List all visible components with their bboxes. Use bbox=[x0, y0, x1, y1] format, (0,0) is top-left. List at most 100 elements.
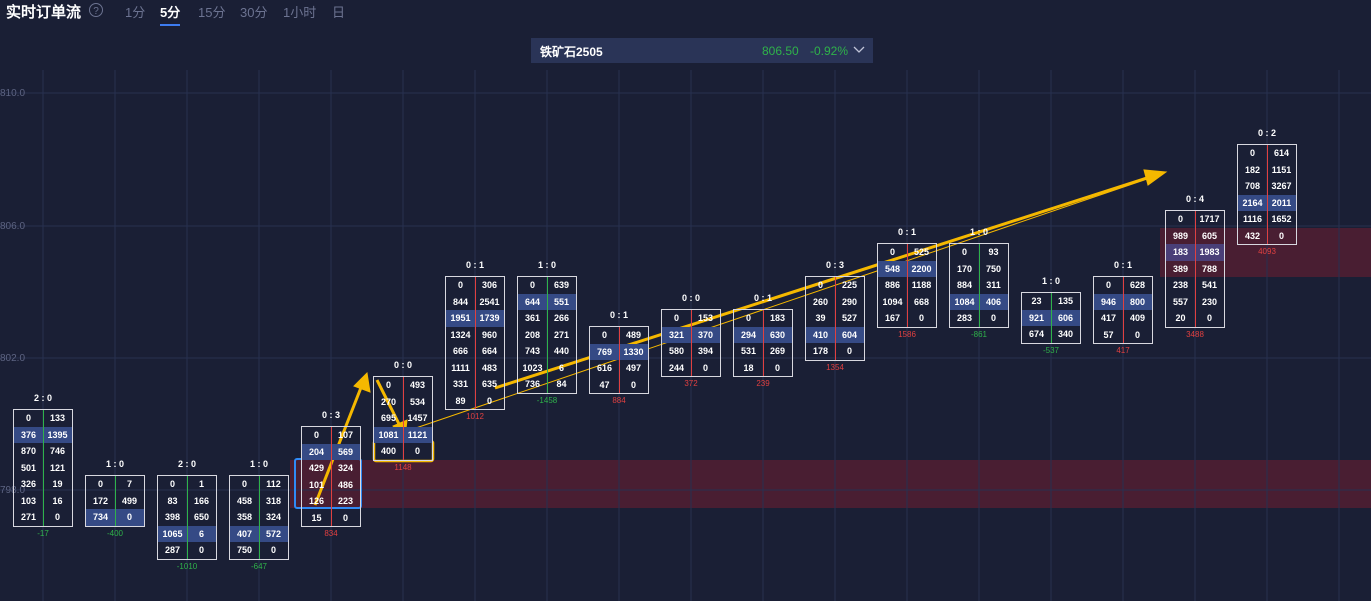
footprint-box bbox=[877, 243, 937, 328]
bid-volume: 183 bbox=[1172, 247, 1189, 257]
delta-label: -537 bbox=[1042, 345, 1059, 355]
ratio-label: 0 : 0 bbox=[681, 293, 700, 303]
bid-volume: 870 bbox=[20, 446, 37, 456]
footprint-box bbox=[301, 426, 361, 527]
price-label: 806.0 bbox=[0, 221, 26, 232]
bid-volume: 1023 bbox=[522, 362, 543, 373]
bid-volume: 531 bbox=[740, 346, 757, 356]
bid-volume: 0 bbox=[241, 479, 247, 489]
ask-volume: 1652 bbox=[1271, 214, 1292, 224]
divider bbox=[259, 476, 260, 559]
bid-volume: 283 bbox=[956, 313, 973, 323]
ratio-label: 0 : 1 bbox=[897, 227, 916, 237]
divider bbox=[835, 277, 836, 360]
bid-volume: 844 bbox=[452, 296, 469, 307]
tab[interactable]: 15分 bbox=[198, 5, 226, 20]
tab[interactable]: 1分 bbox=[125, 5, 146, 20]
ratio-label: 0 : 3 bbox=[321, 410, 340, 420]
ask-volume: 166 bbox=[193, 495, 210, 506]
instrument-name: 铁矿石2505 bbox=[540, 45, 603, 59]
tab[interactable]: 1小时 bbox=[283, 5, 317, 20]
bid-volume: 921 bbox=[1028, 312, 1045, 323]
footprint-box bbox=[445, 276, 505, 410]
footprint-box bbox=[229, 475, 289, 560]
bid-volume: 734 bbox=[92, 512, 109, 522]
divider bbox=[907, 244, 908, 327]
delta-label: 1354 bbox=[826, 362, 844, 372]
price-label: 810.0 bbox=[0, 88, 26, 99]
bid-volume: 18 bbox=[743, 362, 754, 373]
ask-volume: 551 bbox=[553, 296, 570, 307]
bid-volume: 989 bbox=[1172, 230, 1189, 241]
bid-volume: 0 bbox=[601, 330, 607, 340]
bid-volume: 321 bbox=[668, 329, 685, 340]
instrument-selector[interactable]: 铁矿石2505 806.50 -0.92% bbox=[531, 38, 873, 63]
bid-volume: 432 bbox=[1244, 230, 1261, 241]
ask-volume: 324 bbox=[337, 463, 354, 473]
bid-volume: 170 bbox=[956, 263, 973, 274]
bid-volume: 400 bbox=[380, 446, 397, 456]
bid-volume: 389 bbox=[1172, 263, 1189, 274]
ask-volume: 0 bbox=[1278, 230, 1284, 241]
bid-volume: 89 bbox=[455, 395, 466, 406]
ask-volume: 121 bbox=[49, 462, 66, 473]
ask-volume: 16 bbox=[52, 495, 63, 506]
bid-volume: 580 bbox=[668, 346, 685, 356]
ratio-label: 2 : 0 bbox=[33, 393, 52, 403]
ask-volume: 93 bbox=[988, 247, 999, 257]
delta-label: -647 bbox=[250, 561, 267, 571]
ask-volume: 614 bbox=[1273, 148, 1290, 158]
delta-label: 417 bbox=[1116, 346, 1130, 355]
footprint-box bbox=[805, 276, 865, 361]
bid-volume: 101 bbox=[308, 479, 325, 490]
ratio-label: 1 : 0 bbox=[537, 260, 556, 270]
bid-volume: 0 bbox=[169, 479, 175, 489]
ask-volume: 107 bbox=[337, 430, 354, 440]
help-icon[interactable]: ? bbox=[88, 2, 104, 18]
ask-volume: 0 bbox=[1206, 313, 1212, 323]
ask-volume: 135 bbox=[1057, 296, 1074, 306]
ratio-label: 0 : 1 bbox=[465, 260, 484, 270]
footprint-box bbox=[157, 475, 217, 560]
ask-volume: 290 bbox=[841, 296, 858, 307]
tab[interactable]: 5分 bbox=[160, 2, 181, 26]
bid-volume: 1324 bbox=[450, 329, 471, 340]
ask-volume: 306 bbox=[481, 280, 498, 290]
bid-volume: 708 bbox=[1244, 181, 1261, 191]
ask-volume: 19 bbox=[52, 479, 63, 489]
ask-volume: 1395 bbox=[47, 429, 68, 440]
bid-volume: 182 bbox=[1244, 164, 1261, 175]
bid-volume: 83 bbox=[167, 495, 178, 506]
bid-volume: 1084 bbox=[954, 296, 975, 307]
bid-volume: 287 bbox=[164, 545, 181, 555]
divider bbox=[475, 277, 476, 409]
footprint-box bbox=[1021, 292, 1081, 344]
divider bbox=[331, 427, 332, 526]
bid-volume: 39 bbox=[815, 313, 826, 323]
bid-volume: 326 bbox=[20, 479, 37, 489]
bid-volume: 23 bbox=[1031, 296, 1042, 306]
tab[interactable]: 日 bbox=[332, 5, 346, 20]
delta-label: 3488 bbox=[1186, 329, 1204, 339]
bid-volume: 750 bbox=[236, 545, 253, 555]
ask-volume: 370 bbox=[697, 329, 714, 340]
ask-volume: 0 bbox=[630, 379, 636, 390]
ask-volume: 6 bbox=[198, 528, 204, 539]
ask-volume: 1330 bbox=[623, 346, 644, 357]
tab[interactable]: 30分 bbox=[240, 5, 268, 20]
divider bbox=[619, 327, 620, 393]
ratio-label: 0 : 1 bbox=[609, 310, 628, 320]
footprint-box bbox=[85, 475, 145, 527]
delta-label: 884 bbox=[612, 396, 626, 405]
ask-volume: 489 bbox=[625, 330, 642, 340]
ratio-label: 0 : 3 bbox=[825, 260, 844, 270]
ask-volume: 230 bbox=[1201, 296, 1218, 307]
ask-volume: 0 bbox=[990, 313, 996, 323]
bid-volume: 57 bbox=[1103, 329, 1114, 340]
footprint-box bbox=[661, 309, 721, 377]
ask-volume: 493 bbox=[409, 380, 426, 390]
ratio-label: 0 : 1 bbox=[753, 293, 772, 303]
bid-volume: 501 bbox=[20, 462, 37, 473]
bid-volume: 946 bbox=[1100, 296, 1117, 307]
bid-volume: 429 bbox=[308, 463, 325, 473]
